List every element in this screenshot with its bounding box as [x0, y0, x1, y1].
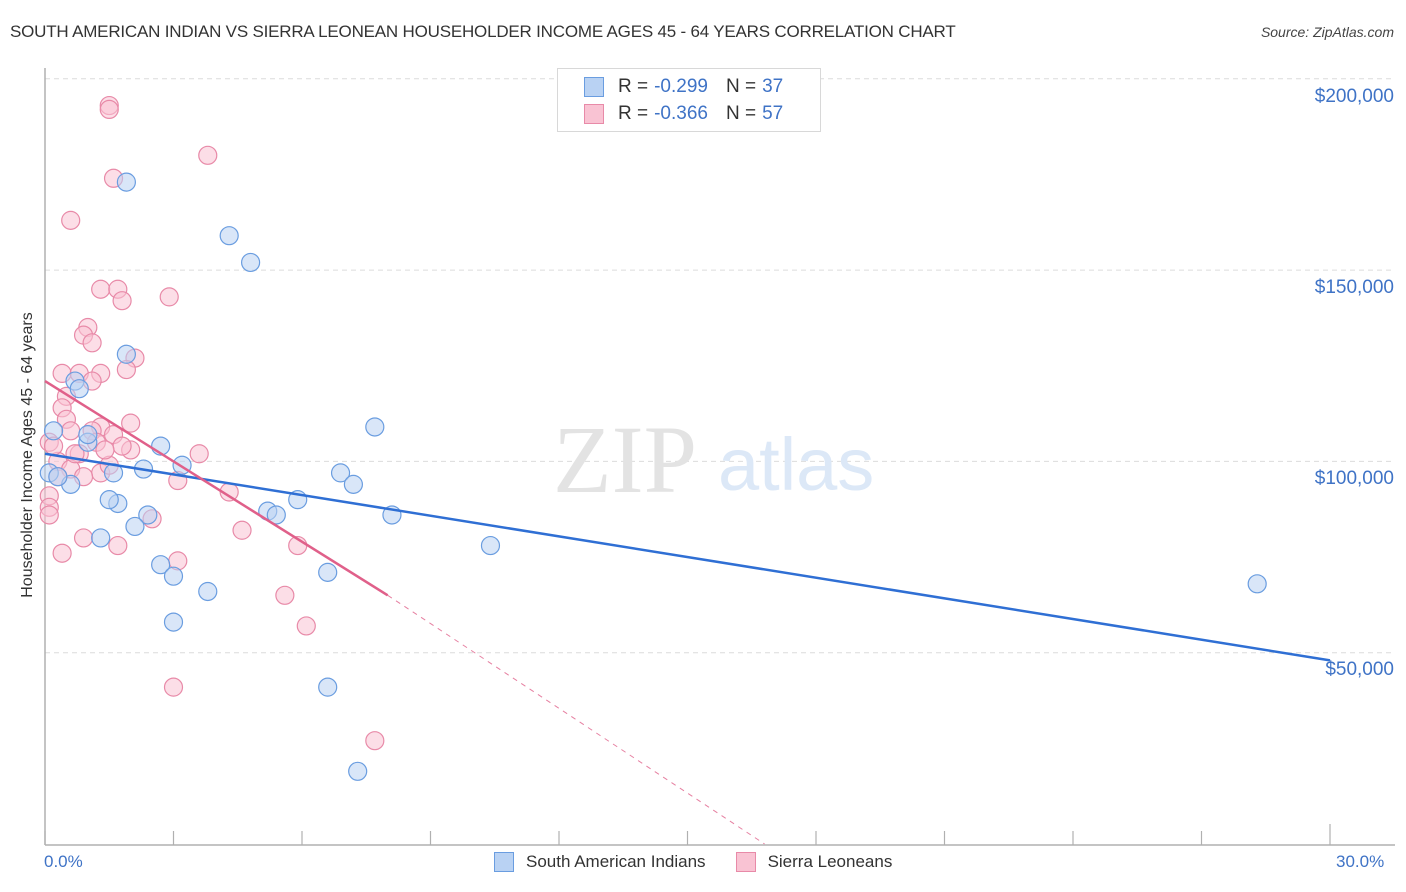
- data-point[interactable]: [43, 421, 64, 441]
- series-legend: South American Indians Sierra Leoneans: [494, 852, 922, 872]
- data-point[interactable]: [69, 379, 89, 399]
- n-label: N =: [725, 103, 757, 124]
- stats-legend: R = -0.299 N = 37 R = -0.366 N = 57: [557, 68, 821, 132]
- n-label: N =: [725, 76, 757, 97]
- data-point[interactable]: [78, 425, 98, 445]
- data-point[interactable]: [116, 172, 136, 192]
- legend-item-south-american-indians[interactable]: South American Indians: [494, 852, 706, 872]
- legend-item-sierra-leoneans[interactable]: Sierra Leoneans: [735, 852, 893, 872]
- pink-swatch-icon: [735, 852, 756, 872]
- data-point[interactable]: [82, 333, 102, 353]
- data-point[interactable]: [61, 210, 81, 230]
- y-tick-50000: $50,000: [1325, 659, 1394, 680]
- trend-line-south-american-indians: [44, 452, 1331, 662]
- data-point[interactable]: [365, 731, 385, 751]
- data-point[interactable]: [232, 520, 252, 540]
- legend-label: South American Indians: [526, 852, 706, 871]
- watermark-atlas: atlas: [718, 423, 874, 506]
- data-point[interactable]: [296, 616, 316, 636]
- data-point[interactable]: [330, 463, 351, 483]
- data-point[interactable]: [198, 581, 218, 602]
- data-point[interactable]: [99, 490, 119, 510]
- r-value: -0.299: [654, 76, 708, 97]
- data-point[interactable]: [163, 612, 184, 632]
- data-point[interactable]: [198, 145, 218, 165]
- data-point[interactable]: [99, 99, 119, 120]
- r-label: R =: [618, 103, 649, 124]
- pink-swatch-icon: [584, 104, 604, 124]
- data-point[interactable]: [91, 528, 111, 548]
- data-point[interactable]: [266, 505, 286, 525]
- y-tick-150000: $150,000: [1314, 277, 1394, 298]
- data-point[interactable]: [95, 440, 115, 460]
- y-axis-label: Householder Income Ages 45 - 64 years: [19, 312, 36, 598]
- data-point[interactable]: [163, 566, 184, 586]
- blue-swatch-icon: [584, 77, 604, 97]
- data-point[interactable]: [121, 413, 141, 433]
- data-point[interactable]: [52, 543, 72, 563]
- trend-extension-sierra-leoneans: [387, 594, 765, 845]
- data-point[interactable]: [348, 761, 368, 781]
- x-tick-max: 30.0%: [1336, 852, 1385, 871]
- data-point[interactable]: [125, 516, 145, 537]
- data-point[interactable]: [189, 444, 209, 464]
- blue-swatch-icon: [494, 852, 514, 872]
- data-point[interactable]: [112, 291, 132, 311]
- data-point[interactable]: [343, 474, 363, 494]
- data-point[interactable]: [112, 436, 132, 456]
- legend-label: Sierra Leoneans: [767, 852, 893, 871]
- data-point[interactable]: [116, 344, 136, 364]
- data-point[interactable]: [151, 555, 171, 575]
- legend-row-south-american-indians: R = -0.299 N = 37: [584, 75, 783, 99]
- trend-line-sierra-leoneans: [44, 379, 389, 597]
- data-point[interactable]: [91, 279, 111, 299]
- y-tick-200000: $200,000: [1314, 86, 1394, 107]
- x-tick-min: 0.0%: [44, 852, 83, 871]
- legend-row-sierra-leoneans: R = -0.366 N = 57: [584, 102, 783, 126]
- data-point[interactable]: [48, 467, 68, 487]
- n-value: 37: [762, 76, 784, 97]
- source-label: Source: ZipAtlas.com: [1260, 24, 1394, 40]
- y-tick-100000: $100,000: [1314, 468, 1394, 489]
- data-point[interactable]: [1247, 574, 1267, 594]
- watermark-zip: ZIP: [553, 406, 697, 513]
- r-label: R =: [618, 76, 649, 97]
- data-point[interactable]: [219, 226, 239, 246]
- data-point[interactable]: [480, 535, 501, 556]
- data-point[interactable]: [318, 677, 338, 697]
- data-point[interactable]: [159, 287, 179, 307]
- chart-title: SOUTH AMERICAN INDIAN VS SIERRA LEONEAN …: [10, 22, 956, 41]
- data-point[interactable]: [275, 585, 295, 605]
- data-point[interactable]: [39, 505, 59, 525]
- data-point[interactable]: [138, 505, 158, 525]
- data-point[interactable]: [108, 535, 128, 556]
- data-point[interactable]: [318, 562, 338, 582]
- data-point[interactable]: [73, 528, 94, 548]
- r-value: -0.366: [654, 103, 708, 124]
- data-point[interactable]: [61, 421, 81, 441]
- data-point[interactable]: [365, 417, 385, 437]
- data-point[interactable]: [163, 677, 184, 697]
- data-point[interactable]: [241, 252, 261, 273]
- n-value: 57: [762, 103, 784, 124]
